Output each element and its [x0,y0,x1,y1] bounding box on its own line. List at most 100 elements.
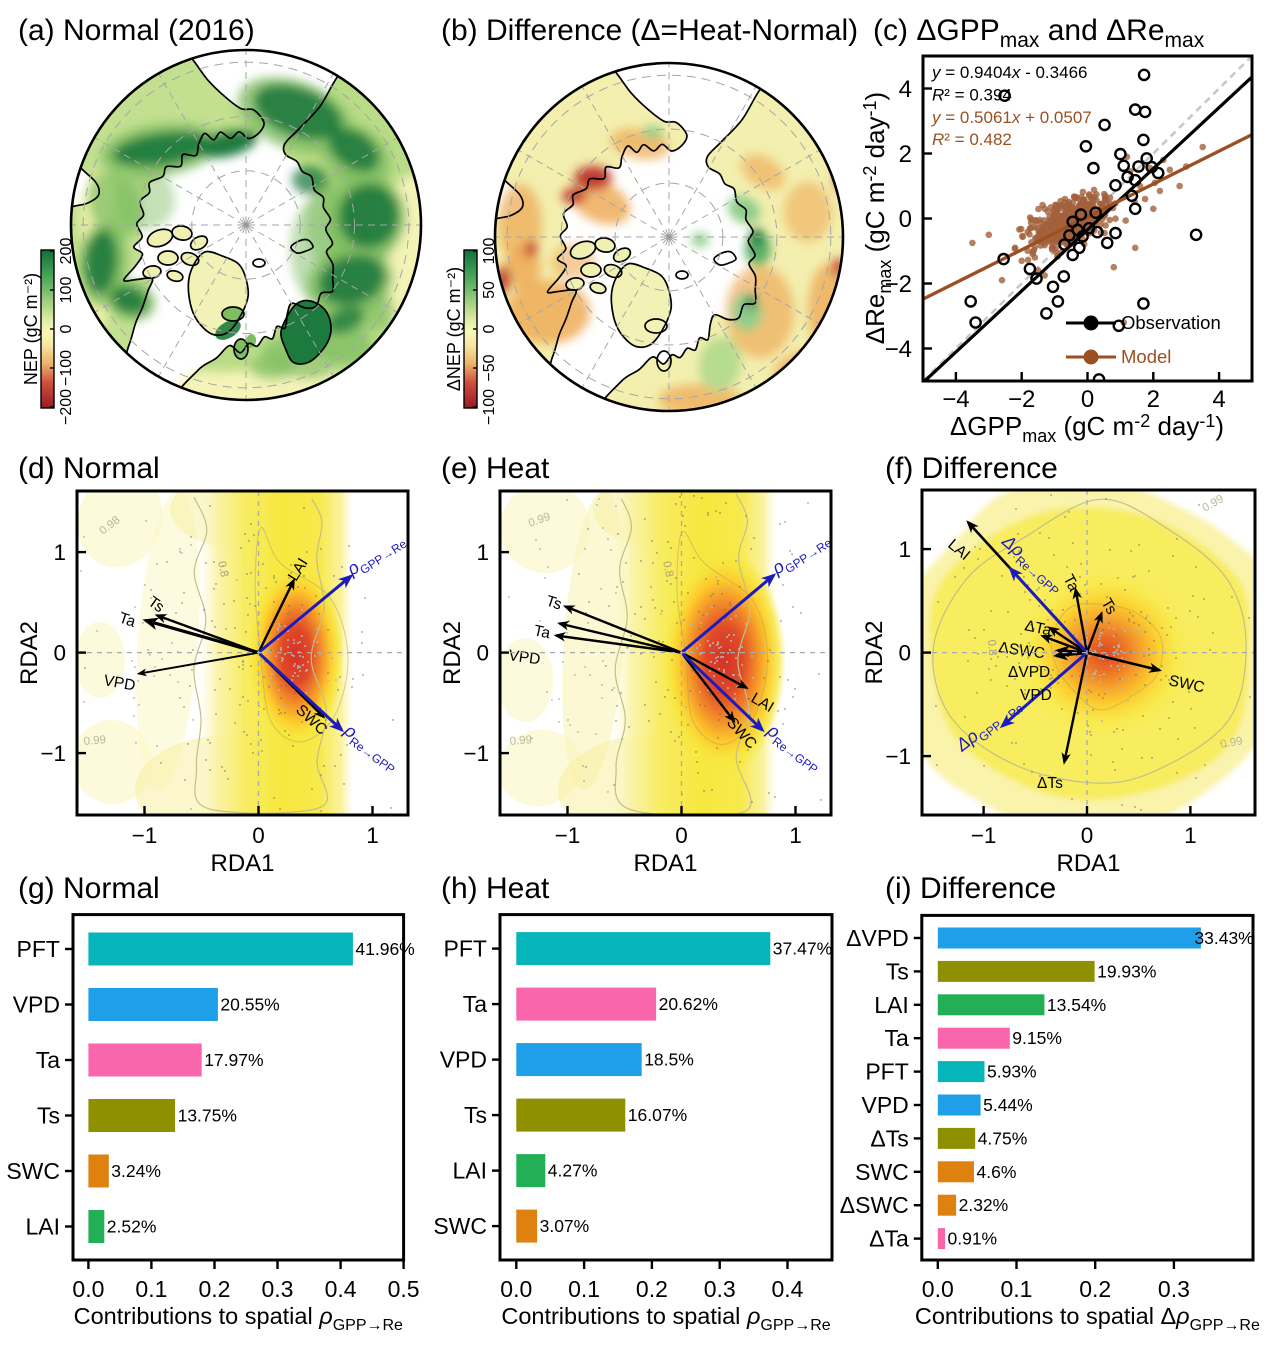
svg-text:VPD: VPD [1020,687,1052,704]
svg-text:ΔGPPmax (gC m-2 day-1): ΔGPPmax (gC m-2 day-1) [950,411,1224,446]
svg-text:PFT: PFT [444,936,487,962]
svg-text:0.2: 0.2 [1079,1276,1111,1302]
svg-text:5.93%: 5.93% [987,1062,1037,1082]
svg-text:ΔVPD: ΔVPD [846,925,909,951]
svg-text:LAI: LAI [25,1214,60,1240]
svg-text:2.32%: 2.32% [959,1195,1009,1215]
svg-text:16.07%: 16.07% [628,1105,687,1125]
svg-text:37.47%: 37.47% [773,939,832,959]
svg-text:(i) Difference: (i) Difference [885,872,1056,905]
svg-text:RDA2: RDA2 [861,620,888,684]
svg-text:0.1: 0.1 [1001,1276,1033,1302]
svg-text:50: 50 [481,281,498,299]
svg-text:9.15%: 9.15% [1012,1028,1062,1048]
svg-text:1: 1 [898,537,911,562]
svg-text:ΔRemax (gC m-2 day-1): ΔRemax (gC m-2 day-1) [860,92,895,344]
svg-text:ΔTs: ΔTs [1037,775,1063,792]
svg-text:0: 0 [898,641,911,666]
svg-text:0: 0 [675,823,688,848]
svg-text:0.99: 0.99 [1219,735,1243,751]
svg-text:−2: −2 [1008,386,1035,413]
svg-text:Model: Model [1121,346,1171,367]
svg-text:1: 1 [366,823,379,848]
svg-text:VPD: VPD [13,992,60,1018]
svg-text:0: 0 [481,324,498,333]
svg-text:4.27%: 4.27% [548,1161,598,1181]
svg-text:0: 0 [1081,823,1094,848]
svg-text:2: 2 [899,141,912,168]
svg-text:−1: −1 [40,741,66,766]
svg-text:0: 0 [476,641,489,666]
svg-text:Ta: Ta [885,1025,910,1051]
svg-text:19.93%: 19.93% [1097,961,1156,981]
svg-text:R² = 0.482: R² = 0.482 [932,130,1012,149]
svg-text:0.3: 0.3 [1158,1276,1190,1302]
svg-text:−100: −100 [58,350,75,386]
svg-text:−1: −1 [463,741,489,766]
svg-text:4: 4 [1212,386,1225,413]
svg-text:NEP (gC m⁻²): NEP (gC m⁻²) [21,273,41,385]
svg-text:17.97%: 17.97% [204,1050,263,1070]
svg-text:0.99: 0.99 [509,734,532,748]
svg-text:SWC: SWC [6,1158,60,1184]
svg-text:2.52%: 2.52% [107,1217,157,1237]
svg-text:0.1: 0.1 [135,1276,167,1302]
svg-text:Ts: Ts [886,958,909,984]
svg-text:33.43%: 33.43% [1194,928,1253,948]
svg-text:200: 200 [58,238,75,265]
svg-text:−50: −50 [481,354,498,381]
svg-text:ΔTs: ΔTs [870,1125,908,1151]
svg-text:0.2: 0.2 [199,1276,231,1302]
svg-text:SWC: SWC [855,1159,909,1185]
svg-text:RDA1: RDA1 [1056,850,1120,877]
svg-text:1: 1 [53,540,66,565]
svg-text:0.5: 0.5 [388,1276,420,1302]
svg-text:13.75%: 13.75% [178,1106,237,1126]
svg-text:0.99: 0.99 [83,734,106,748]
svg-text:Ts: Ts [1098,596,1121,618]
svg-text:0.91%: 0.91% [948,1229,998,1249]
svg-text:VPD: VPD [862,1092,909,1118]
svg-text:0.3: 0.3 [262,1276,294,1302]
svg-text:0.4: 0.4 [325,1276,357,1302]
svg-text:0: 0 [58,324,75,333]
svg-text:Ta: Ta [532,622,552,642]
svg-text:SWC: SWC [433,1213,487,1239]
svg-text:1: 1 [789,823,802,848]
svg-text:0.0: 0.0 [922,1276,954,1302]
svg-text:(b) Difference (Δ=Heat-Normal): (b) Difference (Δ=Heat-Normal) [441,14,858,47]
svg-text:4.75%: 4.75% [978,1128,1028,1148]
svg-text:Ta: Ta [1059,572,1082,595]
svg-text:y = 0.5061x + 0.0507: y = 0.5061x + 0.0507 [931,108,1092,127]
svg-text:−4: −4 [942,386,969,413]
svg-text:0.8: 0.8 [660,560,675,578]
svg-text:(h) Heat: (h) Heat [441,872,550,905]
svg-text:100: 100 [481,238,498,265]
svg-text:R² = 0.394: R² = 0.394 [932,85,1012,104]
svg-text:0.2: 0.2 [636,1276,668,1302]
svg-text:RDA1: RDA1 [633,850,697,877]
svg-text:5.44%: 5.44% [983,1095,1033,1115]
svg-text:PFT: PFT [17,936,60,962]
svg-text:0: 0 [1081,386,1094,413]
svg-text:LAI: LAI [874,992,909,1018]
svg-text:VPD: VPD [440,1047,487,1073]
svg-text:0: 0 [53,641,66,666]
svg-text:y = 0.9404x - 0.3466: y = 0.9404x - 0.3466 [931,63,1087,82]
svg-text:ΔTa: ΔTa [869,1226,909,1252]
svg-text:1: 1 [476,540,489,565]
svg-text:RDA2: RDA2 [439,621,466,685]
svg-text:ΔSWC: ΔSWC [997,639,1045,662]
svg-text:1: 1 [1184,823,1197,848]
svg-text:(d) Normal: (d) Normal [18,452,160,485]
svg-text:0.1: 0.1 [568,1276,600,1302]
svg-text:−1: −1 [971,823,997,848]
svg-text:4: 4 [899,76,912,103]
svg-text:(g) Normal: (g) Normal [18,872,160,905]
svg-text:ΔTa: ΔTa [1023,617,1053,639]
svg-text:0: 0 [252,823,265,848]
svg-text:PFT: PFT [865,1059,908,1085]
svg-text:0: 0 [899,206,912,233]
svg-text:0.0: 0.0 [500,1276,532,1302]
svg-text:41.96%: 41.96% [355,939,414,959]
